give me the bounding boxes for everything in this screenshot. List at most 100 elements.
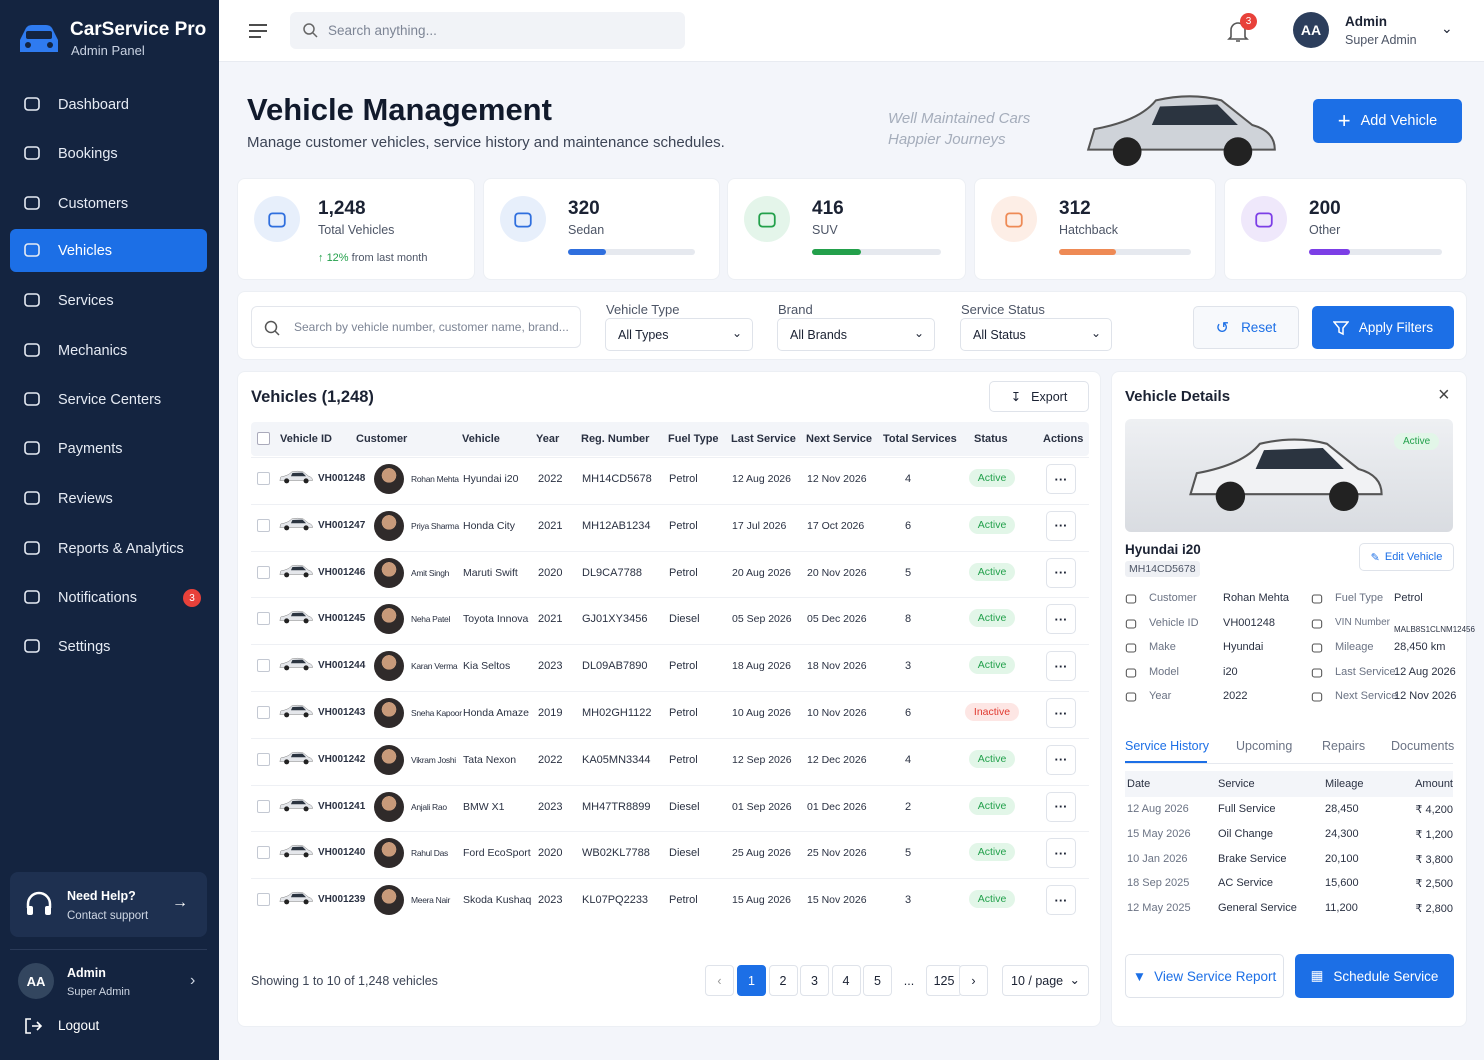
checkbox[interactable] xyxy=(257,518,270,532)
column-header: Actions xyxy=(1043,433,1084,445)
apply-button[interactable]: Apply Filters xyxy=(1312,306,1454,349)
icon xyxy=(24,243,40,257)
checkbox[interactable] xyxy=(257,799,270,813)
stat-bar xyxy=(1059,249,1191,255)
icon xyxy=(1255,212,1273,228)
row-actions[interactable]: ··· xyxy=(1046,698,1076,728)
nav-item[interactable]: Dashboard xyxy=(10,83,207,126)
tab[interactable]: Upcoming xyxy=(1236,739,1293,753)
user-role: Super Admin xyxy=(67,986,130,998)
checkbox[interactable] xyxy=(257,706,270,719)
vehicle-thumb xyxy=(278,563,314,584)
row-actions[interactable]: ··· xyxy=(1046,510,1076,541)
tab[interactable]: Repairs xyxy=(1322,739,1366,753)
checkbox[interactable] xyxy=(257,846,270,860)
nav-item[interactable]: Bookings xyxy=(10,132,207,175)
row-actions[interactable]: ··· xyxy=(1046,885,1076,916)
nav-item[interactable]: Mechanics xyxy=(10,329,207,372)
car-image xyxy=(279,658,313,671)
checkbox[interactable] xyxy=(257,893,270,907)
detail-value: 2022 xyxy=(1223,690,1248,702)
row-actions[interactable]: ··· xyxy=(1046,557,1076,588)
nav-item[interactable]: Notifications 3 xyxy=(10,576,207,619)
close-button[interactable]: × xyxy=(1438,384,1450,406)
icon xyxy=(24,293,40,307)
nav-item[interactable]: Service Centers xyxy=(10,378,207,421)
filter-bar: Search by vehicle number, customer name,… xyxy=(237,291,1467,360)
checkbox[interactable] xyxy=(257,659,270,673)
row-actions[interactable]: ··· xyxy=(1046,464,1076,494)
nav-item[interactable]: Customers xyxy=(10,182,207,225)
stat-bar xyxy=(568,249,695,255)
tab[interactable]: Service History xyxy=(1125,739,1210,753)
history-cell: Oil Change xyxy=(1218,827,1274,840)
export-button[interactable]: ↧ Export xyxy=(989,381,1089,412)
menu-icon[interactable] xyxy=(249,24,267,38)
filter-select[interactable]: All Status ⌄ xyxy=(960,318,1112,351)
nav-item[interactable]: Settings xyxy=(10,625,207,668)
checkbox[interactable] xyxy=(257,472,270,485)
filter-select[interactable]: All Brands ⌄ xyxy=(777,318,935,351)
vehicle-search[interactable]: Search by vehicle number, customer name,… xyxy=(251,306,581,348)
detail-key: Fuel Type xyxy=(1335,592,1384,604)
detail-value: 12 Aug 2026 xyxy=(1394,665,1456,678)
row-actions[interactable]: ··· xyxy=(1046,744,1076,775)
checkbox[interactable] xyxy=(257,752,270,766)
row-actions[interactable]: ··· xyxy=(1046,838,1076,869)
row-actions[interactable]: ··· xyxy=(1046,604,1076,635)
global-search[interactable]: Search anything... xyxy=(290,12,685,49)
last-service: 18 Aug 2026 xyxy=(732,660,791,673)
row-actions[interactable]: ··· xyxy=(1046,791,1076,822)
schedule-button[interactable]: ▦ Schedule Service xyxy=(1295,954,1454,998)
page-size[interactable]: 10 / page ⌄ xyxy=(1002,965,1089,996)
page-button[interactable]: ... xyxy=(903,973,915,988)
nav-item[interactable]: Payments xyxy=(10,427,207,470)
history-cell: 28,450 xyxy=(1325,803,1359,815)
checkbox[interactable] xyxy=(257,612,270,626)
status-pill: Active xyxy=(968,609,1016,628)
chevron: ⌄ xyxy=(1090,326,1101,340)
page-button[interactable]: 3 xyxy=(800,965,829,996)
chevron[interactable]: ⌄ xyxy=(1441,20,1453,36)
prev-page[interactable]: ‹ xyxy=(705,965,734,996)
row-divider xyxy=(251,831,1089,833)
page-button[interactable]: 125 xyxy=(926,965,962,996)
next-page[interactable]: › xyxy=(959,965,988,996)
row-actions[interactable]: ··· xyxy=(1046,651,1076,682)
checkbox[interactable] xyxy=(257,565,270,579)
report-button[interactable]: ▼ View Service Report xyxy=(1125,954,1284,998)
help-card[interactable]: Need Help? Contact support → xyxy=(10,872,207,937)
nav-item[interactable]: Reviews xyxy=(10,477,207,520)
status-pill: Active xyxy=(968,656,1016,675)
total-services: 3 xyxy=(905,894,912,907)
tab[interactable]: Documents xyxy=(1391,739,1455,753)
nav-item[interactable]: Vehicles xyxy=(10,229,207,272)
vehicle-id: VH001243 xyxy=(318,707,366,718)
page-button[interactable]: 1 xyxy=(737,965,766,996)
vehicle-thumb xyxy=(278,843,314,864)
edit-button[interactable]: ✎ Edit Vehicle xyxy=(1359,543,1454,571)
column-header: Last Service xyxy=(731,433,796,445)
stat-label: Total Vehicles xyxy=(318,223,395,237)
nav-item[interactable]: Reports & Analytics xyxy=(10,527,207,570)
nav-label: Services xyxy=(58,292,114,309)
page-button[interactable]: 5 xyxy=(863,965,892,996)
topbar: Search anything... 3 AA Admin Super Admin ⌄ xyxy=(219,0,1484,62)
filter-select[interactable]: All Types ⌄ xyxy=(605,318,753,351)
page-button[interactable]: 2 xyxy=(768,965,798,996)
icon xyxy=(24,97,40,111)
add-vehicle-button[interactable]: + Add Vehicle xyxy=(1313,99,1462,143)
logout[interactable]: Logout xyxy=(58,1018,100,1033)
nav-label: Reports & Analytics xyxy=(58,540,184,557)
page-button[interactable]: 4 xyxy=(831,965,861,996)
vehicle-thumb xyxy=(278,703,314,724)
nav-label: Service Centers xyxy=(58,391,162,408)
checkbox[interactable] xyxy=(257,432,270,445)
status-pill: Active xyxy=(1394,433,1440,450)
reset-button[interactable]: ↺ Reset xyxy=(1193,306,1299,349)
history-column: Amount xyxy=(1415,778,1453,790)
vehicle-model: Tata Nexon xyxy=(463,753,517,766)
vehicles-table: Vehicles (1,248) ↧ Export Vehicle ID Custome… xyxy=(237,371,1101,1027)
icon xyxy=(1125,618,1137,629)
nav-item[interactable]: Services xyxy=(10,279,207,322)
